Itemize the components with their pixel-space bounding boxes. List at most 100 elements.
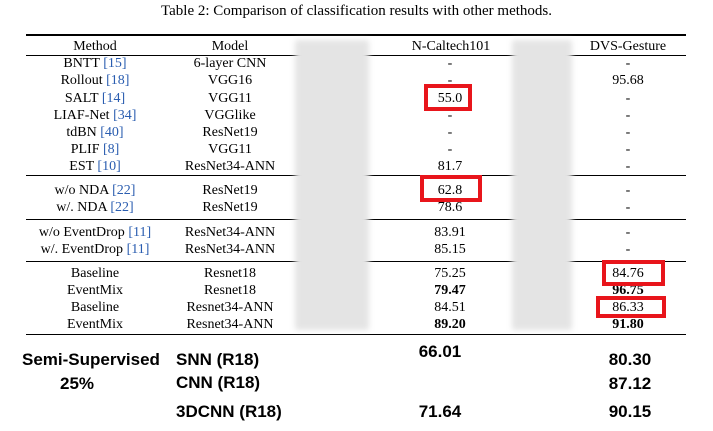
model-cell: ResNet34-ANN [184,242,276,257]
ncaltech-cell: - [447,125,453,140]
header-ncaltech: N-Caltech101 [411,39,491,54]
blurred-column-2 [512,40,572,330]
highlight-box-baseline-r18 [602,260,665,286]
table-caption: Table 2: Comparison of classification re… [161,3,552,19]
model-cell: ResNet19 [202,183,258,198]
method-cell: LIAF-Net [34] [30,107,160,124]
method-cell: w/o NDA [22] [30,182,160,199]
ncaltech-cell: - [447,56,453,71]
method-name: w/. NDA [56,200,111,215]
semi-dvs-3dcnn: 90.15 [608,402,652,421]
method-name: w/o NDA [54,183,113,198]
method-cell: EST [10] [30,158,160,175]
model-cell: VGG11 [208,142,252,157]
method-name: tdBN [66,125,101,140]
ncaltech-cell: 55.0 [437,91,463,106]
method-name: Baseline [70,266,120,281]
citation-link[interactable]: [8] [102,142,120,157]
dvs-cell: - [625,200,631,215]
dvs-cell: 95.68 [612,73,644,88]
header-method: Method [73,39,117,54]
method-cell: w/. EventDrop [11] [30,241,160,258]
model-cell: ResNet19 [202,125,258,140]
semi-model-cnn: CNN (R18) [176,373,261,392]
header-model: Model [211,39,249,54]
dvs-cell: - [625,125,631,140]
semi-label-line2: 25% [60,374,95,393]
method-name: LIAF-Net [53,108,114,123]
model-cell: ResNet19 [202,200,258,215]
dvs-cell: - [625,142,631,157]
ncaltech-cell: - [447,142,453,157]
citation-link[interactable]: [11] [126,242,150,257]
method-cell: Baseline [30,265,160,282]
model-cell: Resnet34-ANN [186,317,274,332]
ncaltech-cell: 62.8 [437,183,463,198]
dvs-cell: - [625,225,631,240]
highlight-box-nda [420,175,482,202]
method-name: EventMix [67,283,123,298]
method-name: EST [69,159,98,174]
semi-label-line1: Semi-Supervised [22,350,160,369]
method-cell: tdBN [40] [30,124,160,141]
model-cell: VGG11 [208,91,252,106]
bottom-rule [26,334,686,335]
model-cell: ResNet34-ANN [184,225,276,240]
semi-nc-3dcnn: 71.64 [418,402,462,421]
dvs-cell: - [625,91,631,106]
method-cell: EventMix [30,316,160,333]
dvs-cell: - [625,108,631,123]
model-cell: Resnet18 [203,266,257,281]
method-cell: w/. NDA [22] [30,199,160,216]
method-name: w/. EventDrop [40,242,127,257]
method-name: w/o EventDrop [38,225,129,240]
model-cell: Resnet34-ANN [186,300,274,315]
semi-dvs-cnn: 87.12 [608,374,652,393]
citation-link[interactable]: [14] [101,91,126,106]
ncaltech-cell: 85.15 [434,242,466,257]
dvs-cell: - [625,159,631,174]
method-cell: w/o EventDrop [11] [30,224,160,241]
method-name: Baseline [70,300,120,315]
citation-link[interactable]: [10] [97,159,121,174]
blurred-column-1 [295,40,369,330]
citation-link[interactable]: [22] [112,183,136,198]
citation-link[interactable]: [15] [103,56,127,71]
semi-nc-snn: 66.01 [418,342,462,361]
ncaltech-cell: 78.6 [437,200,463,215]
citation-link[interactable]: [22] [110,200,134,215]
ncaltech-cell: 79.47 [434,283,466,298]
top-rule [26,34,686,36]
citation-link[interactable]: [11] [128,225,152,240]
ncaltech-cell: 89.20 [434,317,466,332]
citation-link[interactable]: [34] [113,108,137,123]
dvs-cell: - [625,56,631,71]
dvs-cell: 96.75 [612,283,644,298]
method-name: Rollout [60,73,107,88]
highlight-box-salt [424,84,472,111]
semi-model-3dcnn: 3DCNN (R18) [176,402,282,421]
dvs-cell: 91.80 [612,317,644,332]
method-cell: EventMix [30,282,160,299]
model-cell: 6-layer CNN [193,56,267,71]
ncaltech-cell: - [447,73,453,88]
method-cell: SALT [14] [30,90,160,107]
method-cell: BNTT [15] [30,55,160,72]
method-name: PLIF [70,142,103,157]
model-cell: Resnet18 [203,283,257,298]
semi-model-snn: SNN (R18) [176,350,260,369]
citation-link[interactable]: [18] [106,73,130,88]
ncaltech-cell: 81.7 [437,159,463,174]
model-cell: ResNet34-ANN [184,159,276,174]
highlight-box-baseline-r34 [596,296,666,318]
ncaltech-cell: 83.91 [434,225,466,240]
method-cell: Rollout [18] [30,72,160,89]
ncaltech-cell: 75.25 [434,266,466,281]
citation-link[interactable]: [40] [100,125,124,140]
method-name: SALT [64,91,102,106]
model-cell: VGGlike [204,108,256,123]
method-name: BNTT [63,56,104,71]
semi-dvs-snn: 80.30 [608,350,652,369]
ncaltech-cell: - [447,108,453,123]
ncaltech-cell: 84.51 [434,300,466,315]
